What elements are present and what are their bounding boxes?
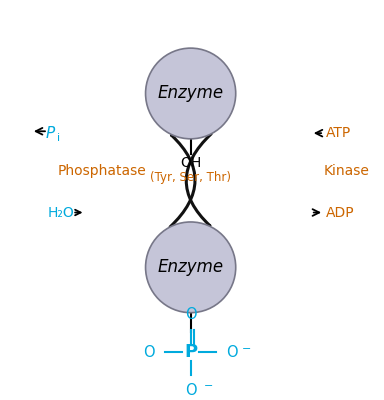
Text: H₂O: H₂O: [48, 206, 74, 220]
FancyArrowPatch shape: [186, 134, 211, 226]
Text: −: −: [242, 344, 251, 354]
Text: P: P: [46, 126, 55, 141]
Text: O: O: [143, 345, 155, 360]
Text: −: −: [204, 381, 213, 391]
Circle shape: [146, 48, 236, 139]
Text: Phosphatase: Phosphatase: [57, 164, 146, 178]
Text: ATP: ATP: [326, 126, 351, 140]
Text: O: O: [185, 382, 197, 398]
FancyArrowPatch shape: [170, 135, 195, 227]
Text: Kinase: Kinase: [324, 164, 370, 178]
Text: (Tyr, Ser, Thr): (Tyr, Ser, Thr): [150, 171, 231, 184]
Text: OH: OH: [180, 156, 201, 170]
Text: Enzyme: Enzyme: [157, 84, 224, 102]
Text: i: i: [56, 133, 60, 143]
Circle shape: [146, 222, 236, 313]
Text: P: P: [184, 343, 197, 361]
Text: O: O: [226, 345, 238, 360]
Text: Enzyme: Enzyme: [157, 258, 224, 276]
Text: O: O: [185, 307, 197, 322]
Text: ADP: ADP: [326, 206, 354, 220]
